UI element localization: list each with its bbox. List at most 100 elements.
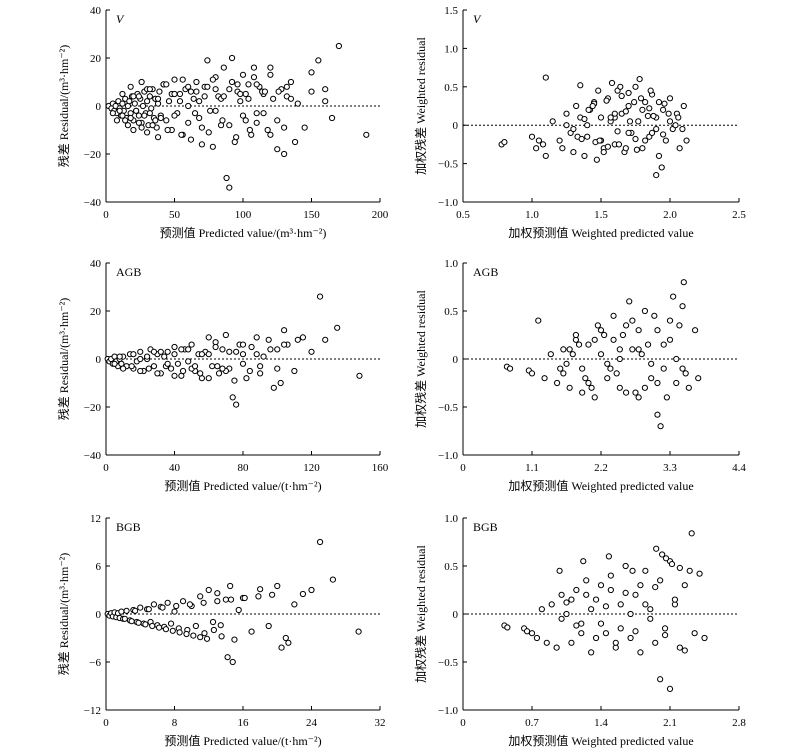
data-point xyxy=(563,122,570,129)
data-point xyxy=(226,348,233,355)
data-point xyxy=(176,90,184,98)
data-point xyxy=(217,622,224,629)
data-point xyxy=(242,90,249,98)
data-point xyxy=(673,379,680,387)
data-point xyxy=(535,137,543,144)
data-point xyxy=(579,365,586,372)
data-point xyxy=(558,615,565,622)
data-point xyxy=(652,639,659,646)
data-point xyxy=(188,341,195,348)
data-point xyxy=(274,365,281,372)
data-point xyxy=(245,95,252,102)
x-tick-label: 160 xyxy=(372,462,389,474)
data-point xyxy=(641,307,649,315)
data-point xyxy=(171,351,178,358)
data-point xyxy=(597,351,605,358)
data-point xyxy=(547,351,554,358)
data-point xyxy=(203,635,211,642)
data-point xyxy=(661,625,669,632)
y-tick-label: −6 xyxy=(89,657,101,669)
data-point xyxy=(583,591,590,598)
data-point xyxy=(632,83,639,90)
data-point xyxy=(585,379,592,387)
data-point xyxy=(163,117,170,124)
data-point xyxy=(179,598,187,605)
data-point xyxy=(200,599,207,606)
data-point xyxy=(291,601,298,608)
data-point xyxy=(328,114,336,122)
data-point xyxy=(615,141,623,148)
data-point xyxy=(138,78,145,86)
data-point xyxy=(113,117,121,124)
data-point xyxy=(566,384,573,391)
data-point xyxy=(356,372,363,379)
data-point xyxy=(618,92,625,100)
data-point xyxy=(210,626,217,634)
data-point xyxy=(594,322,601,329)
x-tick-label: 1.4 xyxy=(594,717,608,729)
data-point xyxy=(138,124,145,131)
data-point xyxy=(588,606,595,613)
x-tick-label: 0 xyxy=(460,717,466,729)
data-point xyxy=(205,586,212,594)
data-point xyxy=(233,348,240,355)
data-point xyxy=(676,322,683,329)
data-point xyxy=(627,634,634,642)
x-tick-label: 0 xyxy=(460,462,466,474)
data-point xyxy=(119,90,126,98)
panel-label: V xyxy=(116,12,125,26)
x-tick-label: 0 xyxy=(103,462,109,474)
data-point xyxy=(132,607,139,614)
data-point xyxy=(660,106,667,113)
data-point xyxy=(287,78,295,86)
data-point xyxy=(584,122,591,129)
data-point xyxy=(205,129,212,136)
data-point xyxy=(617,601,624,608)
data-point xyxy=(179,76,186,83)
data-point xyxy=(653,125,660,133)
data-point xyxy=(205,334,212,341)
data-point xyxy=(187,88,195,95)
data-point xyxy=(178,346,185,353)
y-tick-label: 0.5 xyxy=(444,306,458,318)
data-point xyxy=(648,129,656,136)
data-point xyxy=(265,622,272,630)
data-point xyxy=(135,112,142,119)
data-point xyxy=(146,110,153,117)
data-point xyxy=(144,98,151,105)
data-point xyxy=(570,148,577,156)
data-point xyxy=(171,343,178,351)
data-point xyxy=(231,377,238,384)
data-point xyxy=(589,102,596,110)
data-point xyxy=(603,97,610,104)
y-tick-label: 40 xyxy=(90,258,102,270)
data-point xyxy=(126,98,133,105)
data-point xyxy=(644,341,652,348)
data-point xyxy=(666,336,674,343)
data-point xyxy=(573,102,580,110)
data-point xyxy=(235,606,242,614)
data-point xyxy=(219,346,226,353)
x-axis-title: 预测值 Predicted value/(t·hm⁻²) xyxy=(164,478,321,493)
data-point xyxy=(683,137,690,144)
data-point xyxy=(121,615,128,622)
data-point xyxy=(301,124,308,131)
data-point xyxy=(626,118,634,125)
y-tick-label: 1.5 xyxy=(444,5,458,17)
data-point xyxy=(528,370,536,377)
data-point xyxy=(557,365,564,372)
data-point xyxy=(688,530,695,537)
data-point xyxy=(239,360,247,367)
data-point xyxy=(242,117,249,124)
data-point xyxy=(145,606,152,613)
data-point xyxy=(671,596,679,603)
data-point xyxy=(218,633,225,640)
data-point xyxy=(542,74,549,81)
data-point xyxy=(152,117,159,124)
y-tick-label: 0 xyxy=(96,609,102,621)
y-axis-title: 残差 Residual/(m³·hm⁻²) xyxy=(57,45,71,168)
data-point xyxy=(124,122,132,129)
data-point xyxy=(584,133,591,140)
data-point xyxy=(281,341,288,348)
